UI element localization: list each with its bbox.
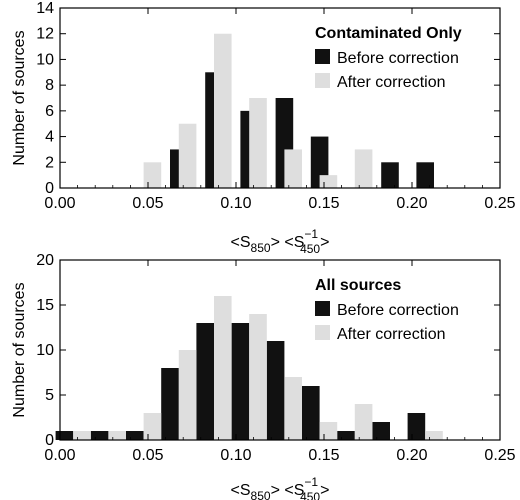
bar-after <box>249 314 267 440</box>
legend-swatch <box>315 325 330 340</box>
y-tick-label: 0 <box>45 432 54 449</box>
bar-after <box>284 377 302 440</box>
x-axis-label-part: <S <box>231 482 251 499</box>
x-axis-label-part: −1 <box>304 227 318 241</box>
x-axis-label-part: −1 <box>304 475 318 489</box>
y-tick-label: 12 <box>36 26 54 43</box>
bar-before <box>126 431 144 440</box>
x-tick-label: 0.10 <box>220 447 251 464</box>
bar-after <box>425 431 443 440</box>
bar-before <box>407 413 426 440</box>
bar-after <box>319 175 338 188</box>
bar-after <box>354 149 373 188</box>
x-axis-label-part: > <box>320 234 329 251</box>
x-axis-label-part: > <S <box>271 482 305 499</box>
y-tick-label: 8 <box>45 77 54 94</box>
y-tick-label: 10 <box>36 51 54 68</box>
bar-after <box>143 162 162 188</box>
bar-before <box>337 431 355 440</box>
legend-title: Contaminated Only <box>315 25 462 42</box>
bar-after <box>284 149 302 188</box>
chart-panel-bottom: 0.00 0.05 0.10 0.15 0.20 0.25 0 5 10 15 20 Number o… <box>11 252 516 500</box>
x-axis-label-part: <S <box>231 234 251 251</box>
legend-entry: After correction <box>337 326 445 343</box>
x-tick-label: 0.05 <box>132 195 163 212</box>
bar-after <box>178 123 197 188</box>
bar-before <box>416 162 434 188</box>
x-axis-label-part: > <S <box>271 234 305 251</box>
x-axis-label: <S850> <S−1 450> <box>231 227 330 256</box>
x-tick-label: 0.05 <box>132 447 163 464</box>
bar-after <box>143 413 162 440</box>
y-tick-label: 20 <box>36 252 54 269</box>
y-tick-label: 14 <box>36 0 54 17</box>
legend-swatch <box>315 49 330 64</box>
x-tick-label: 0.20 <box>396 447 427 464</box>
x-tick-label: 0.00 <box>44 195 75 212</box>
x-axis-label: <S850> <S−1 450> <box>231 475 330 500</box>
bar-before <box>381 162 399 188</box>
bar-after <box>319 422 338 440</box>
x-axis-label-part: 450 <box>300 490 320 500</box>
x-axis-label-part: 850 <box>251 241 271 255</box>
bar-before <box>90 431 109 440</box>
bar-after <box>108 431 126 440</box>
legend-entry: After correction <box>337 74 445 91</box>
legend-entry: Before correction <box>337 302 459 319</box>
chart-panel-top: 0.00 0.05 0.10 0.15 0.20 0.25 0 2 4 6 8 10 12 14 Numbe… <box>11 0 516 256</box>
y-axis-label: Number of sources <box>11 282 28 417</box>
legend-swatch <box>315 301 330 316</box>
y-tick-label: 4 <box>45 129 54 146</box>
legend-swatch <box>315 73 330 88</box>
bar-after <box>214 296 232 440</box>
bar-after <box>178 350 197 440</box>
bar-before <box>266 341 285 440</box>
y-axis-label: Number of sources <box>11 30 28 165</box>
legend-title: All sources <box>315 277 401 294</box>
bar-before <box>161 368 179 440</box>
x-axis-label-part: 450 <box>300 242 320 256</box>
x-axis-label-part: > <box>320 482 329 499</box>
y-tick-label: 2 <box>45 154 54 171</box>
x-tick-label: 0.15 <box>308 447 339 464</box>
bar-after <box>214 33 232 189</box>
x-tick-label: 0.25 <box>484 195 515 212</box>
bar-before <box>372 422 390 440</box>
bar-before <box>302 386 320 440</box>
x-tick-label: 0.20 <box>396 195 427 212</box>
bar-after <box>249 98 267 188</box>
bar-before <box>55 431 74 440</box>
legend-entry: Before correction <box>337 50 459 67</box>
x-axis-label-part: 850 <box>251 489 271 500</box>
x-tick-label: 0.10 <box>220 195 251 212</box>
bar-before <box>231 323 250 440</box>
y-tick-label: 6 <box>45 103 54 120</box>
y-tick-label: 15 <box>36 297 54 314</box>
plot-frame <box>59 7 501 189</box>
bar-after <box>354 404 373 440</box>
x-tick-label: 0.00 <box>44 447 75 464</box>
y-tick-label: 0 <box>45 180 54 197</box>
bar-before <box>196 323 214 440</box>
bar-after <box>73 431 91 440</box>
y-tick-label: 10 <box>36 342 54 359</box>
x-tick-label: 0.25 <box>484 447 515 464</box>
x-tick-label: 0.15 <box>308 195 339 212</box>
y-tick-label: 5 <box>45 387 54 404</box>
